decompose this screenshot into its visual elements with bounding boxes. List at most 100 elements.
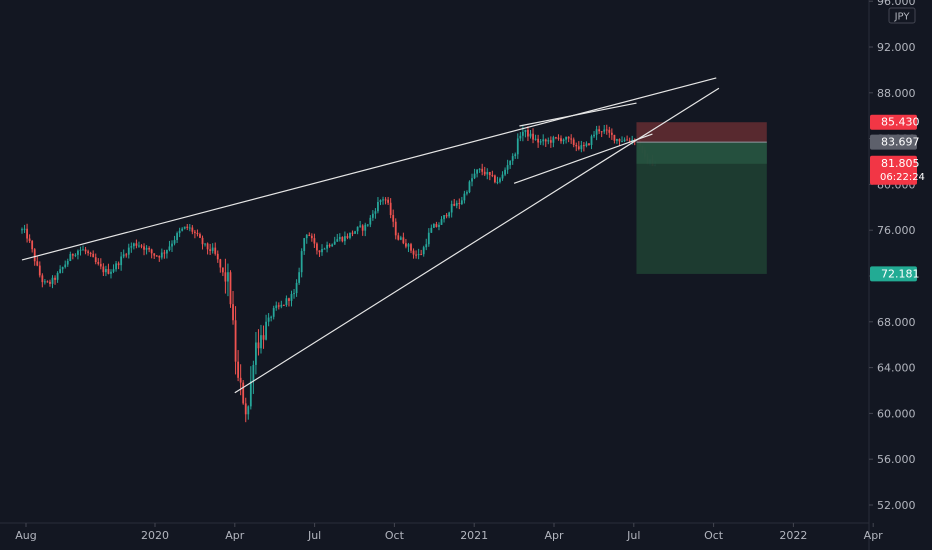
candle	[318, 250, 321, 257]
candle	[565, 136, 567, 144]
entry-price-badge-text: 83.697	[881, 136, 920, 149]
candle	[412, 248, 415, 259]
candle	[351, 230, 354, 237]
candle	[244, 397, 247, 423]
x-tick-label: Apr	[864, 529, 884, 542]
candle	[135, 239, 138, 249]
candle	[468, 180, 471, 194]
candle	[102, 263, 105, 277]
candle	[481, 163, 484, 176]
candle	[155, 255, 158, 257]
candle	[343, 231, 346, 245]
candle	[499, 177, 501, 184]
candle	[448, 211, 451, 219]
candle	[516, 133, 519, 159]
y-tick-label: 96.000	[877, 0, 916, 8]
candle	[509, 160, 512, 169]
x-axis[interactable]: Aug 2020 Apr Jul Oct 2021 Apr Jul Oct 2022 Apr	[15, 523, 883, 542]
candle	[183, 226, 186, 230]
position-tool-group[interactable]	[636, 122, 767, 274]
candle	[127, 243, 130, 259]
candle	[471, 173, 473, 187]
candle	[290, 290, 293, 307]
candle	[28, 234, 31, 243]
candle	[321, 244, 323, 256]
candle	[417, 248, 420, 260]
candle	[425, 238, 428, 251]
candle	[580, 140, 583, 153]
stop-loss-zone[interactable]	[636, 122, 767, 143]
trendline[interactable]	[21, 77, 717, 261]
candle	[173, 235, 176, 246]
candle	[575, 142, 578, 152]
x-tick-label: Oct	[385, 529, 405, 542]
candle	[369, 215, 372, 228]
x-tick-label: Oct	[704, 529, 724, 542]
candle	[460, 196, 463, 206]
candle	[219, 258, 222, 273]
candle	[422, 245, 425, 257]
candle	[557, 134, 560, 141]
candle	[43, 278, 46, 285]
candle	[326, 241, 328, 253]
candle	[402, 232, 405, 245]
candle	[229, 270, 232, 308]
candle	[214, 242, 217, 256]
candle	[379, 199, 382, 206]
candle	[582, 142, 585, 152]
candle	[56, 271, 59, 283]
candle	[537, 134, 540, 148]
candle	[247, 405, 250, 420]
candle	[542, 134, 545, 146]
candle	[204, 243, 206, 247]
candle	[150, 248, 153, 259]
candle	[49, 279, 51, 287]
currency-label[interactable]: JPY	[888, 7, 916, 24]
candle	[310, 233, 313, 242]
candle	[59, 265, 62, 274]
candle	[371, 210, 374, 221]
candle	[384, 197, 387, 205]
candle	[496, 176, 499, 185]
candle	[196, 229, 199, 237]
candle	[74, 253, 77, 258]
candle	[188, 223, 191, 232]
trendline[interactable]	[513, 133, 653, 184]
candle	[199, 232, 201, 239]
candle	[336, 233, 339, 242]
candle	[463, 190, 466, 204]
candle	[341, 236, 344, 243]
take-profit-zone[interactable]	[636, 142, 767, 274]
candle	[567, 136, 570, 143]
candle	[293, 288, 295, 299]
candle	[168, 240, 171, 252]
candle	[132, 242, 135, 250]
current-price-badge-countdown: 06:22:24	[880, 172, 925, 183]
candle	[285, 295, 288, 307]
price-badges: 85.430 83.697 81.805 06:22:24 72.181	[870, 114, 925, 282]
y-tick-label: 76.000	[877, 224, 916, 237]
trendlines-group[interactable]	[21, 77, 720, 394]
candle	[410, 242, 412, 254]
candle	[69, 251, 72, 262]
candle	[288, 297, 290, 307]
candle	[232, 291, 234, 325]
candle	[374, 208, 377, 219]
candle	[107, 263, 110, 275]
candle	[99, 258, 102, 270]
candle	[600, 131, 603, 138]
candle	[252, 360, 255, 394]
trendline[interactable]	[519, 102, 637, 127]
candle	[282, 304, 285, 306]
candle	[590, 134, 593, 150]
candle	[458, 198, 461, 210]
candle	[257, 329, 260, 356]
candle	[392, 209, 395, 228]
x-tick-label: 2022	[779, 529, 807, 542]
x-tick-label: Jul	[626, 529, 640, 542]
candle	[511, 153, 514, 165]
candle	[71, 253, 74, 260]
candle	[125, 252, 128, 258]
